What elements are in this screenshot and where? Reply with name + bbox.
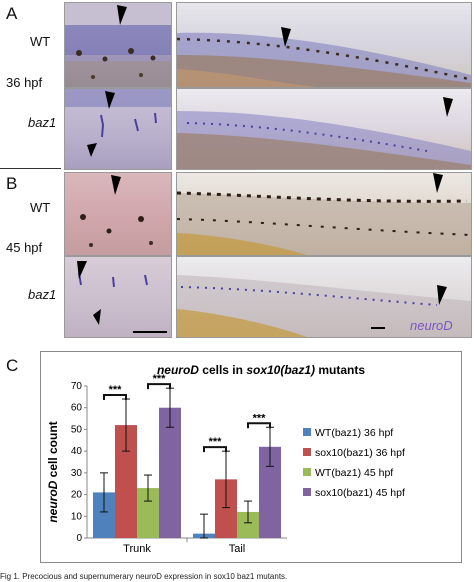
legend-swatch [303, 428, 311, 436]
panel-a-wt-label: WT [30, 34, 51, 49]
micrograph-wt-36hpf-lateral [176, 2, 472, 88]
panel-b-letter: B [6, 174, 18, 193]
bar [237, 511, 259, 538]
significance-label: *** [253, 412, 267, 424]
panel-b-wt-label: WT [30, 200, 51, 215]
bar [159, 407, 181, 538]
chart-title-part: neuroD [157, 363, 199, 377]
arrowhead-icon [93, 309, 101, 325]
significance-label: *** [153, 373, 167, 385]
panel-a-stage-label: 36 hpf [6, 75, 43, 90]
panel-b-mutant-label: baz1 [28, 287, 57, 302]
bar [215, 479, 237, 538]
panel-c-letter: C [6, 356, 19, 375]
arrowhead-icon [111, 175, 121, 195]
arrowhead-icon [105, 91, 115, 109]
x-tick-label: Trunk [123, 543, 151, 555]
panel-separator [0, 168, 61, 169]
micrograph-wt-45hpf-closeup [64, 172, 172, 256]
chart-title-part: mutants [315, 363, 365, 377]
significance-bracket [147, 383, 171, 390]
chart-frame: neuroD cells in sox10(baz1) mutants neur… [40, 351, 462, 563]
y-axis-label-part: cell count [46, 421, 60, 480]
micrograph-baz1-36hpf-closeup [64, 88, 172, 170]
significance-bracket [203, 446, 227, 453]
y-tick-label: 10 [71, 511, 83, 522]
panel-a-mutant-label: baz1 [28, 115, 57, 130]
arrowhead-icon [87, 143, 97, 157]
y-tick-label: 0 [76, 533, 82, 544]
chart-title: neuroD cells in sox10(baz1) mutants [157, 363, 365, 377]
chart-title-part: sox10(baz1) [246, 363, 315, 377]
arrowhead-icon [117, 5, 127, 25]
arrowhead-icon [443, 97, 453, 117]
bar [93, 492, 115, 538]
arrowhead-icon [77, 261, 87, 279]
y-tick-label: 30 [71, 468, 83, 479]
y-tick-label: 50 [71, 424, 83, 435]
chart-title-part: cells in [199, 363, 246, 377]
y-tick-label: 60 [71, 403, 83, 414]
arrowhead-icon [437, 285, 447, 305]
legend-label: WT(baz1) 36 hpf [315, 427, 393, 439]
arrowhead-icon [433, 173, 443, 193]
significance-bracket [247, 422, 271, 429]
bar [115, 425, 137, 538]
figure-caption: Fig 1. Precocious and supernumerary neur… [0, 572, 288, 581]
bar-chart: neuroD cells in sox10(baz1) mutants neur… [46, 363, 405, 555]
legend-swatch [303, 448, 311, 456]
arrowhead-icon [281, 27, 291, 47]
x-tick-label: Tail [229, 543, 246, 555]
panel-b-stage-label: 45 hpf [6, 240, 43, 255]
y-tick-label: 40 [71, 446, 83, 457]
y-tick-label: 70 [71, 381, 83, 392]
y-axis-label: neuroD cell count [46, 421, 60, 522]
legend-swatch [303, 488, 311, 496]
micrograph-baz1-36hpf-lateral [176, 88, 472, 170]
y-tick-label: 20 [71, 490, 83, 501]
micrograph-baz1-45hpf-lateral [176, 256, 472, 338]
bar [259, 446, 281, 538]
micrograph-wt-36hpf-closeup [64, 2, 172, 88]
significance-bracket [103, 394, 127, 401]
panel-a-letter: A [6, 4, 18, 23]
legend-label: sox10(baz1) 45 hpf [315, 487, 405, 499]
y-axis-label-part: neuroD [46, 480, 60, 522]
legend-label: WT(baz1) 45 hpf [315, 467, 393, 479]
significance-label: *** [209, 436, 223, 448]
legend-swatch [303, 468, 311, 476]
legend-label: sox10(baz1) 36 hpf [315, 447, 405, 459]
significance-label: *** [109, 384, 123, 396]
micrograph-wt-45hpf-lateral [176, 172, 472, 256]
stain-label: neuroD [410, 318, 453, 333]
micrograph-baz1-45hpf-closeup [64, 256, 172, 338]
bar [137, 488, 159, 538]
